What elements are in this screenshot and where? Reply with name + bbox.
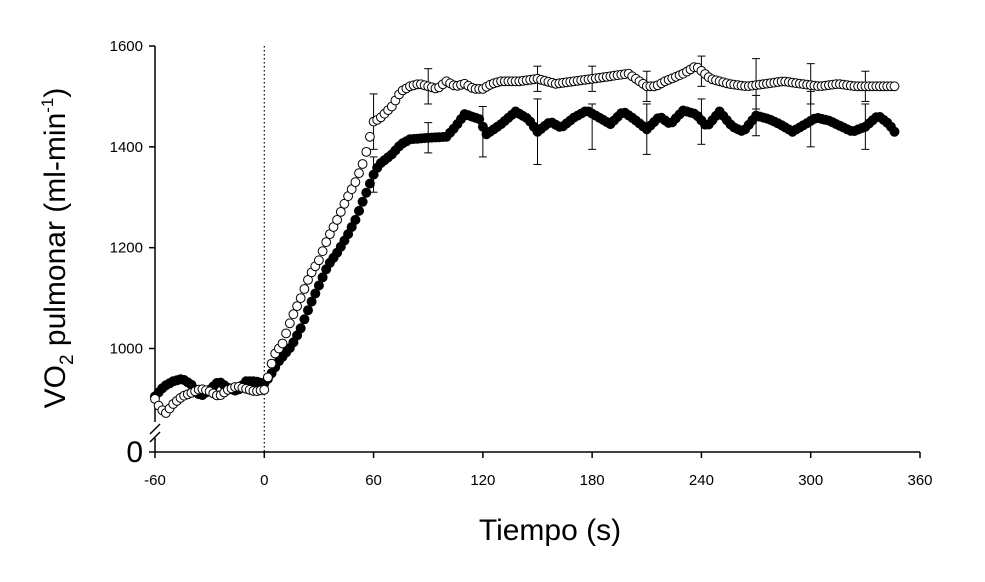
data-point-filled bbox=[350, 214, 361, 225]
data-point-open bbox=[314, 255, 324, 266]
data-point-open bbox=[263, 372, 273, 383]
data-point-open bbox=[266, 358, 277, 369]
data-point-open bbox=[317, 246, 328, 257]
data-point-open bbox=[295, 293, 306, 304]
data-point-open bbox=[292, 301, 303, 312]
x-tick-label: -60 bbox=[144, 472, 166, 489]
data-point-open bbox=[277, 338, 288, 349]
data-point-filled bbox=[306, 296, 317, 307]
data-series bbox=[149, 62, 900, 418]
y-axis-title-close: ) bbox=[39, 88, 72, 98]
x-tick-label: 60 bbox=[365, 472, 382, 489]
x-axis-title: Tiempo (s) bbox=[479, 514, 621, 547]
data-point-open bbox=[299, 284, 310, 294]
y-tick-label: 1600 bbox=[110, 38, 143, 55]
y-axis-title-superscript: -1 bbox=[38, 98, 57, 113]
x-tick-label: 360 bbox=[907, 472, 932, 489]
data-point-open bbox=[357, 159, 368, 169]
data-point-open bbox=[259, 384, 270, 395]
data-point-open bbox=[889, 81, 900, 92]
y-tick-label: 1400 bbox=[110, 139, 143, 156]
y-zero-label: 0 bbox=[126, 436, 143, 469]
y-axis-break-mark bbox=[149, 423, 161, 435]
y-axis-title-subscript: 2 bbox=[57, 354, 78, 365]
data-point-filled bbox=[302, 305, 313, 316]
data-point-filled bbox=[889, 126, 900, 137]
data-point-open bbox=[281, 328, 292, 339]
y-axis-title-rest: pulmonar (ml-min bbox=[39, 113, 72, 355]
y-axis-break-mark bbox=[149, 431, 161, 443]
data-point-open bbox=[321, 237, 332, 248]
y-tick-label: 1000 bbox=[110, 341, 143, 358]
y-axis-title-main: VO bbox=[39, 365, 72, 408]
data-point-open bbox=[332, 215, 343, 225]
data-point-filled bbox=[299, 314, 310, 325]
data-point-open bbox=[288, 309, 299, 320]
data-point-filled bbox=[317, 272, 328, 283]
data-point-open bbox=[361, 147, 372, 157]
x-tick-label: 180 bbox=[580, 472, 605, 489]
x-tick-label: 120 bbox=[470, 472, 495, 489]
data-point-filled bbox=[357, 196, 368, 207]
data-point-open bbox=[284, 318, 295, 329]
data-point-filled bbox=[353, 205, 364, 216]
data-point-filled bbox=[364, 178, 375, 189]
y-tick-label: 1200 bbox=[110, 240, 143, 257]
x-tick-label: 300 bbox=[798, 472, 823, 489]
data-point-filled bbox=[361, 187, 372, 198]
series-1-filled bbox=[149, 105, 900, 402]
data-point-open bbox=[365, 131, 375, 142]
data-point-open bbox=[354, 168, 364, 179]
data-point-open bbox=[350, 177, 361, 188]
x-tick-label: 0 bbox=[260, 472, 268, 489]
x-tick-label: 240 bbox=[689, 472, 714, 489]
series-2-open bbox=[150, 62, 900, 418]
y-axis-title: VO2 pulmonar (ml-min-1) bbox=[38, 88, 78, 409]
data-point-open bbox=[335, 207, 346, 217]
data-point-filled bbox=[313, 280, 324, 291]
data-point-filled bbox=[295, 323, 306, 334]
